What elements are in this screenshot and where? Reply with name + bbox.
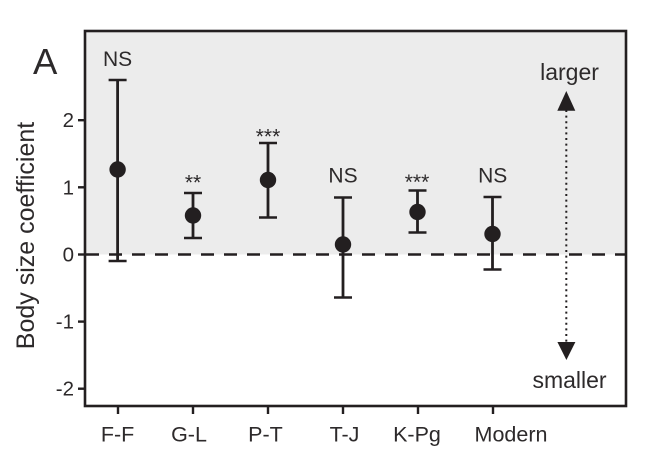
svg-text:1: 1 bbox=[63, 176, 74, 199]
svg-text:-2: -2 bbox=[56, 378, 74, 401]
svg-text:G-L: G-L bbox=[171, 423, 207, 447]
svg-text:Modern: Modern bbox=[475, 423, 548, 447]
svg-text:F-F: F-F bbox=[101, 423, 134, 447]
svg-text:NS: NS bbox=[328, 165, 357, 188]
svg-text:**: ** bbox=[185, 172, 201, 195]
svg-text:NS: NS bbox=[478, 165, 507, 188]
svg-text:smaller: smaller bbox=[532, 367, 606, 393]
svg-text:P-T: P-T bbox=[248, 423, 283, 447]
svg-text:larger: larger bbox=[540, 59, 599, 85]
svg-text:A: A bbox=[33, 41, 58, 82]
svg-text:0: 0 bbox=[63, 244, 74, 267]
svg-text:K-Pg: K-Pg bbox=[393, 423, 441, 447]
svg-text:T-J: T-J bbox=[330, 423, 360, 447]
svg-text:-1: -1 bbox=[56, 311, 74, 334]
svg-text:NS: NS bbox=[103, 48, 132, 71]
svg-text:***: *** bbox=[256, 126, 281, 149]
svg-text:***: *** bbox=[405, 171, 430, 194]
svg-text:2: 2 bbox=[63, 109, 74, 132]
svg-text:Body size coefficient: Body size coefficient bbox=[12, 122, 40, 349]
